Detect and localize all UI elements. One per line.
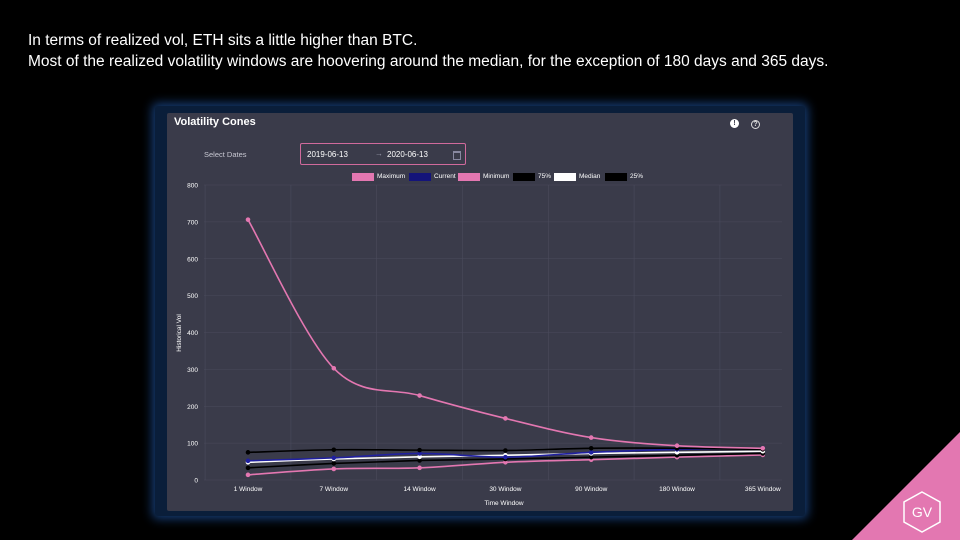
x-tick-label: 14 Window xyxy=(404,486,436,493)
gv-logo: GV xyxy=(852,432,960,540)
x-tick-label: 180 Window xyxy=(659,486,695,493)
data-point-75 xyxy=(417,447,422,453)
data-point-minimum xyxy=(417,465,422,471)
hexagon-icon xyxy=(903,491,941,533)
data-point-25 xyxy=(588,454,594,460)
data-point-25 xyxy=(417,458,422,463)
data-point-maximum xyxy=(674,443,680,449)
y-axis-title: Historical Vol xyxy=(176,314,183,352)
y-tick-label: 600 xyxy=(187,256,198,263)
headline-line-2: Most of the realized volatility windows … xyxy=(28,53,829,70)
x-axis-title: Time Window xyxy=(484,500,523,507)
x-tick-label: 1 Window xyxy=(234,486,263,493)
y-tick-label: 400 xyxy=(187,330,198,337)
data-point-current xyxy=(503,454,508,460)
y-tick-label: 800 xyxy=(187,183,198,190)
x-tick-label: 90 Window xyxy=(575,486,607,493)
corner-triangle xyxy=(852,432,960,540)
date-range-picker[interactable]: 2019-06-13 → 2020-06-13 xyxy=(300,143,466,165)
x-tick-label: 30 Window xyxy=(489,486,521,493)
data-point-maximum xyxy=(331,365,337,371)
data-point-current xyxy=(588,450,594,455)
headline-line-1: In terms of realized vol, ETH sits a lit… xyxy=(28,32,418,49)
y-tick-label: 200 xyxy=(187,404,198,411)
data-point-25 xyxy=(331,461,337,466)
x-tick-label: 365 Window xyxy=(745,486,781,493)
data-point-current xyxy=(245,458,251,464)
y-tick-label: 500 xyxy=(187,293,198,300)
series-line-maximum xyxy=(247,219,763,450)
card-title: Volatility Cones xyxy=(174,116,256,128)
logo-text: GV xyxy=(912,504,933,520)
data-point-maximum xyxy=(245,217,251,222)
headline: In terms of realized vol, ETH sits a lit… xyxy=(28,30,828,72)
data-point-maximum xyxy=(417,393,422,398)
data-point-75 xyxy=(503,448,508,453)
data-point-maximum xyxy=(503,416,508,421)
date-to[interactable]: 2020-06-13 xyxy=(387,150,428,159)
x-tick-label: 7 Window xyxy=(320,486,349,493)
help-icon[interactable]: ? xyxy=(751,120,760,129)
y-tick-label: 700 xyxy=(187,219,198,226)
data-point-75 xyxy=(331,447,337,453)
info-icon[interactable]: ! xyxy=(730,119,739,128)
data-point-75 xyxy=(245,450,251,455)
y-tick-label: 100 xyxy=(187,441,198,448)
arrow-right-icon: → xyxy=(375,149,383,158)
data-point-current xyxy=(331,455,337,461)
y-tick-label: 300 xyxy=(187,367,198,374)
data-point-minimum xyxy=(245,472,251,478)
calendar-icon[interactable] xyxy=(453,151,461,160)
data-point-75 xyxy=(588,445,594,451)
data-point-maximum xyxy=(588,435,594,440)
data-point-minimum xyxy=(331,466,337,472)
date-from[interactable]: 2019-06-13 xyxy=(307,150,348,159)
chart-card xyxy=(167,113,793,511)
data-point-25 xyxy=(245,465,251,471)
data-point-maximum xyxy=(760,445,766,451)
select-dates-label: Select Dates xyxy=(204,150,247,159)
y-tick-label: 0 xyxy=(194,478,198,485)
